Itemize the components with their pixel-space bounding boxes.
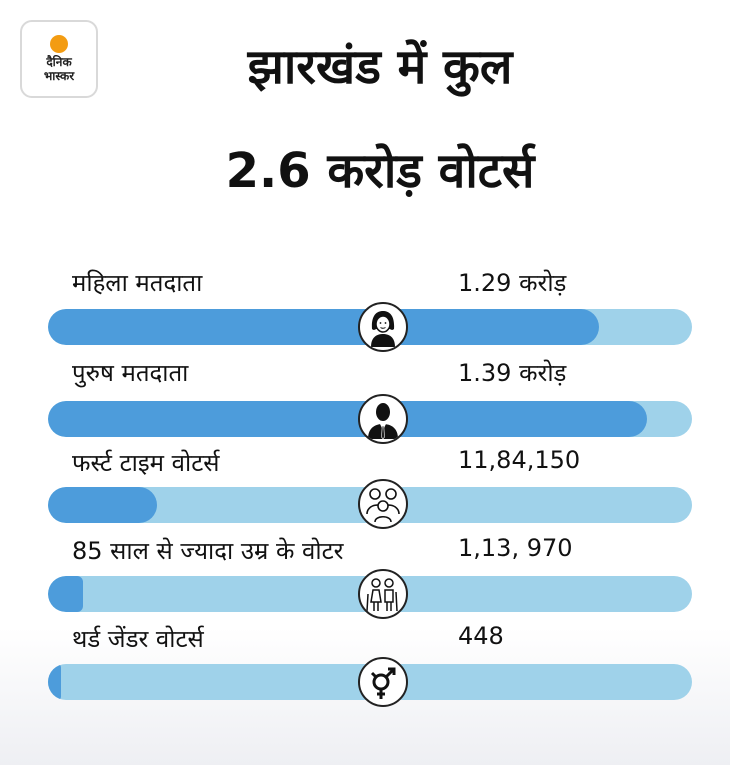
row-value-third-gender-voters: 448 (458, 622, 504, 650)
chart-title-line-1: झारखंड में कुल (247, 39, 513, 95)
bar-fill-male-voters (48, 401, 647, 437)
row-label-male-voters: पुरुष मतदाता (72, 359, 189, 387)
woman-icon (358, 302, 408, 352)
row-label-third-gender-voters: थर्ड जेंडर वोटर्स (72, 625, 204, 653)
bar-fill-first-time-voters (48, 487, 157, 523)
brand-logo: दैनिक भास्कर (20, 20, 98, 98)
bar-fill-female-voters (48, 309, 599, 345)
row-label-first-time-voters: फर्स्ट टाइम वोटर्स (72, 449, 220, 477)
row-label-female-voters: महिला मतदाता (72, 269, 203, 297)
sun-icon (50, 35, 68, 53)
man-icon (358, 394, 408, 444)
row-value-voters-above-85: 1,13, 970 (458, 534, 573, 562)
elderly-couple-icon (358, 569, 408, 619)
logo-line-2: भास्कर (43, 69, 75, 83)
row-value-female-voters: 1.29 करोड़ (458, 269, 567, 297)
chart-title-line-2: 2.6 करोड़ वोटर्स (225, 143, 535, 199)
family-icon (358, 479, 408, 529)
bar-track-male-voters (48, 401, 692, 437)
bar-fill-third-gender-voters (48, 664, 61, 700)
bar-fill-voters-above-85 (48, 576, 83, 612)
third-gender-icon (358, 657, 408, 707)
logo-line-1: दैनिक (46, 55, 72, 69)
row-value-first-time-voters: 11,84,150 (458, 446, 581, 474)
row-label-voters-above-85: 85 साल से ज्यादा उम्र के वोटर (72, 537, 344, 565)
row-value-male-voters: 1.39 करोड़ (458, 359, 567, 387)
